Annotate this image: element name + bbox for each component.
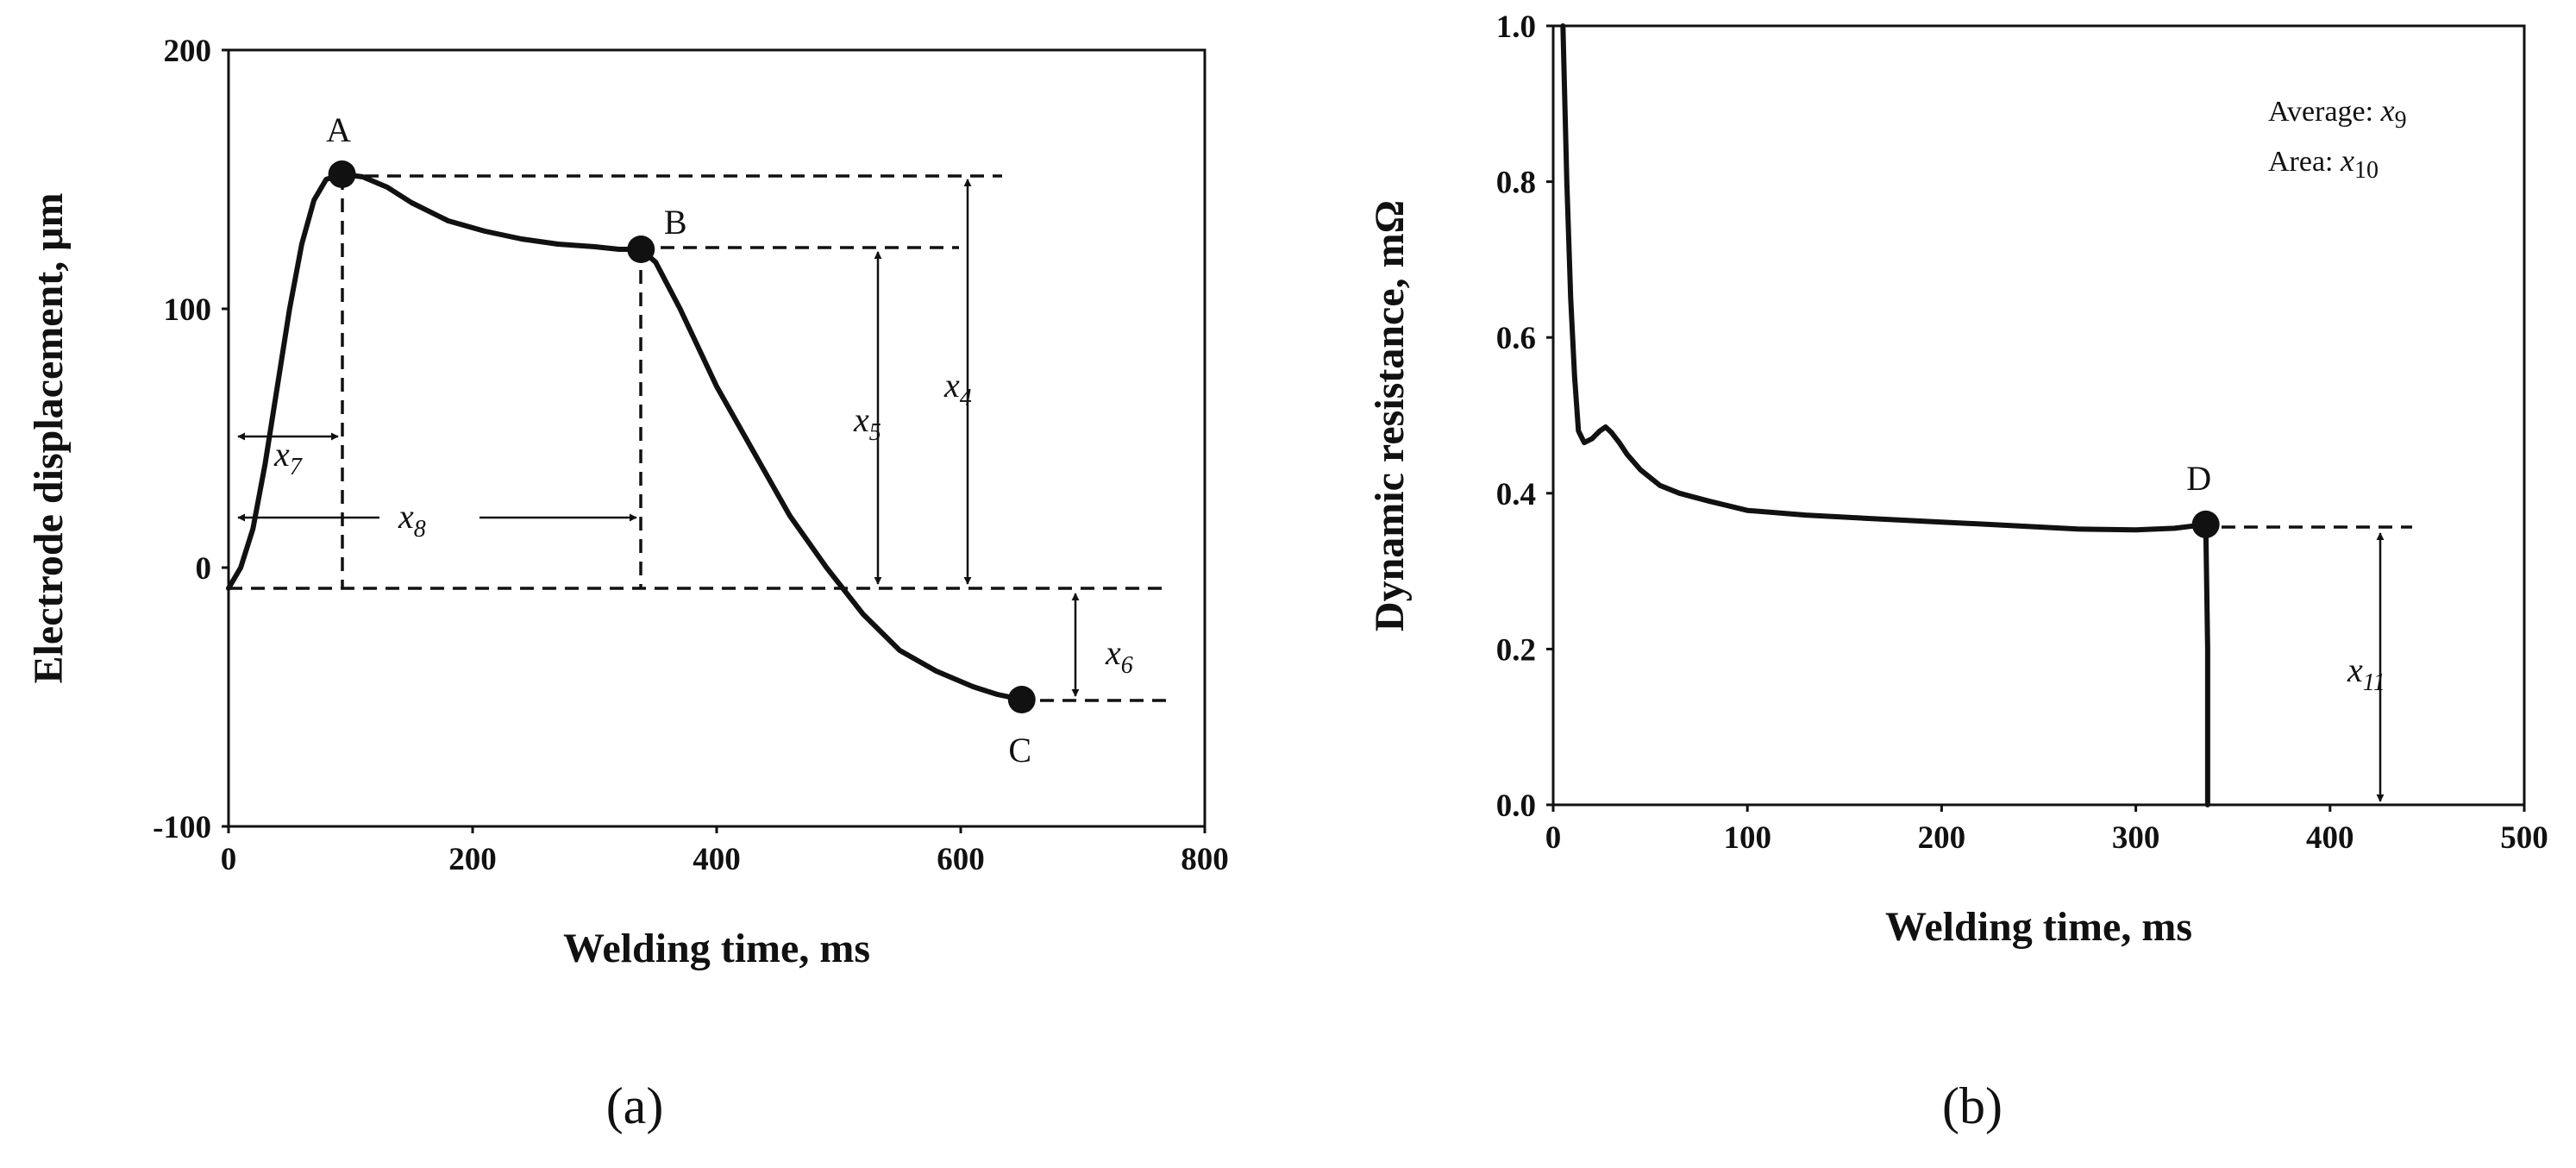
chart-a-points: A B C <box>326 110 1036 769</box>
chart-a-x-ticks: 0 200 400 600 800 <box>221 826 1229 877</box>
note-average: Average: x9 <box>2268 93 2407 134</box>
annotation-x6: x6 <box>1105 633 1133 679</box>
y-tick-label: 0.8 <box>1496 166 1536 201</box>
x-tick-label: 800 <box>1181 842 1229 877</box>
chart-a: -100 0 100 200 0 200 400 600 800 Welding time, … <box>26 34 1229 1134</box>
point-label-a: A <box>326 110 351 149</box>
point-label-b: B <box>664 203 687 242</box>
y-tick-label: 0.6 <box>1496 321 1536 356</box>
y-tick-label: 200 <box>164 34 212 69</box>
x-tick-label: 500 <box>2500 820 2548 856</box>
x-tick-label: 100 <box>1723 820 1771 856</box>
point-label-d: D <box>2186 459 2211 498</box>
point-marker-b <box>627 235 655 263</box>
x-tick-label: 0 <box>1545 820 1562 856</box>
annotation-x7: x7 <box>273 435 303 480</box>
note-area: Area: x10 <box>2268 143 2379 184</box>
point-marker-a <box>328 160 356 188</box>
y-tick-label: 0.4 <box>1496 477 1536 512</box>
panel-label-a: (a) <box>606 1077 664 1134</box>
chart-b-y-axis-label: Dynamic resistance, mΩ <box>1367 200 1413 631</box>
x-tick-label: 300 <box>2112 820 2160 856</box>
annotation-x11: x11 <box>2347 650 2385 696</box>
annotation-x5: x5 <box>853 400 881 446</box>
point-marker-d <box>2191 510 2220 538</box>
chart-a-x-axis-label: Welding time, ms <box>563 926 870 971</box>
chart-a-plot-frame <box>227 48 1207 828</box>
chart-a-y-ticks: -100 0 100 200 <box>153 34 229 845</box>
chart-b-y-ticks: 0.0 0.2 0.4 0.6 0.8 1.0 <box>1496 9 1553 824</box>
x-tick-label: 200 <box>1918 820 1966 856</box>
annotation-x8: x8 <box>398 497 426 543</box>
y-tick-label: 0.0 <box>1496 788 1536 824</box>
x-tick-label: 400 <box>2306 820 2354 856</box>
x-tick-label: 600 <box>937 842 985 877</box>
y-tick-label: 0.2 <box>1496 632 1536 668</box>
x-tick-label: 0 <box>221 842 237 877</box>
chart-a-series-line <box>226 172 1025 702</box>
point-label-c: C <box>1008 731 1031 769</box>
chart-b-plot-frame <box>1551 24 2526 807</box>
chart-b-series-line <box>1560 23 2210 807</box>
y-tick-label: 1.0 <box>1496 9 1536 45</box>
x-tick-label: 200 <box>448 842 497 877</box>
y-tick-label: 100 <box>164 292 212 328</box>
y-tick-label: -100 <box>153 810 211 845</box>
chart-a-y-axis-label: Electrode displacement, μm <box>26 193 72 684</box>
panel-label-b: (b) <box>1942 1077 2003 1134</box>
x-tick-label: 400 <box>693 842 741 877</box>
y-tick-label: 0 <box>196 551 212 587</box>
annotation-x4: x4 <box>943 366 972 411</box>
chart-b-x-ticks: 0 100 200 300 400 500 <box>1545 805 2548 856</box>
point-marker-c <box>1007 686 1036 713</box>
chart-b-points: D <box>2186 459 2220 538</box>
chart-b-x-axis-label: Welding time, ms <box>1885 904 2192 950</box>
chart-b: 0.0 0.2 0.4 0.6 0.8 1.0 0 100 200 300 400 500 Weld… <box>1367 9 2548 1134</box>
